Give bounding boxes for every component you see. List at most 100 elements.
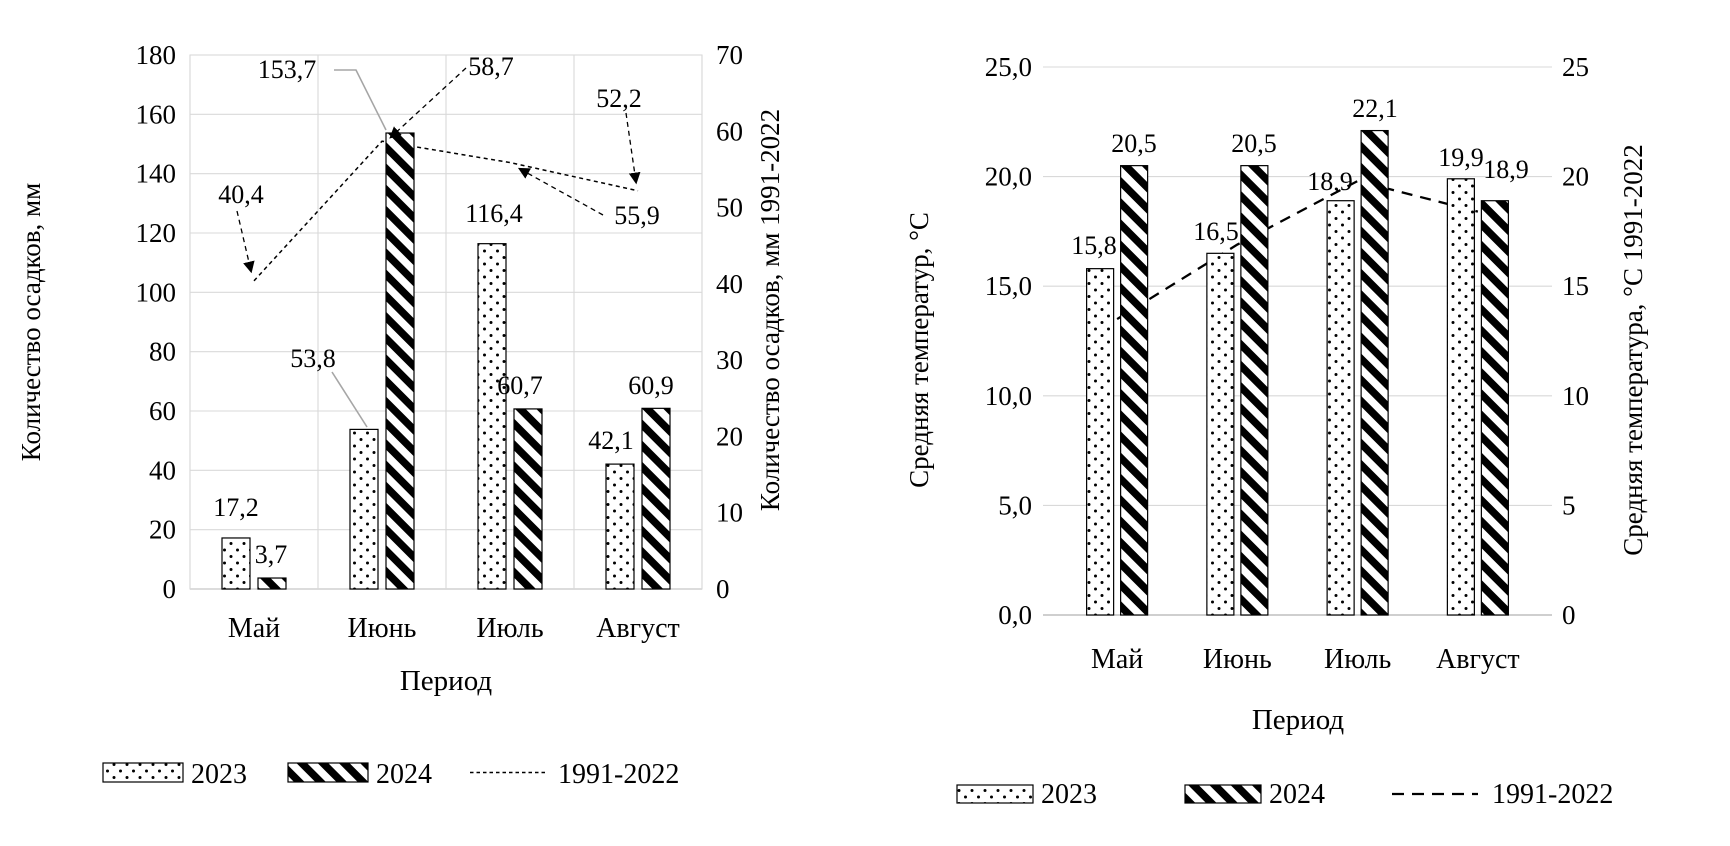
y-tick-right-10: 10	[716, 498, 743, 528]
y-tick-left-20,0: 20,0	[985, 162, 1032, 192]
axis-ticks: 0,0 5,0 10,0 15,0 20,0 25,0 0 5 10 15 20 25 Май Июнь И…	[985, 52, 1589, 675]
data-label-1991-2022-3: 52,2	[596, 84, 642, 113]
bar-series-2023	[1086, 178, 1475, 616]
x-category-0: Май	[228, 613, 280, 644]
label-leader	[625, 112, 641, 185]
y-tick-right-25: 25	[1562, 52, 1589, 82]
y-tick-left-0,0: 0,0	[998, 600, 1032, 630]
bar-series-2024	[1120, 129, 1509, 616]
y-tick-right-0: 0	[716, 574, 730, 604]
y-tick-left-0: 0	[163, 574, 177, 604]
data-label-2024-2: 60,7	[497, 371, 543, 400]
data-label-2023-3: 42,1	[588, 426, 634, 455]
legend-swatch-dots	[956, 784, 1034, 804]
data-label-1991-2022-0: 40,4	[218, 180, 264, 209]
y-tick-left-40: 40	[149, 455, 176, 485]
legend: 2023 2024 1991-2022	[956, 779, 1613, 810]
data-label-2023-0: 17,2	[213, 493, 259, 522]
y-tick-right-20: 20	[1562, 162, 1589, 192]
bar-series-2023	[221, 243, 635, 590]
y-axis-title-right: Количество осадков, мм 1991-2022	[755, 109, 785, 511]
y-tick-left-20: 20	[149, 515, 176, 545]
data-label-2023-2: 116,4	[465, 199, 523, 228]
legend-label-1991-2022: 1991-2022	[1492, 779, 1613, 810]
label-leader	[331, 371, 368, 428]
bar-2023-2	[477, 243, 507, 590]
bar-2024-1	[1240, 165, 1269, 616]
data-label-2024-0: 3,7	[255, 540, 288, 569]
y-axis-title-left: Количество осадков, мм	[16, 183, 46, 461]
x-category-2: Июль	[476, 613, 543, 644]
data-label-1991-2022-1: 58,7	[468, 52, 514, 81]
x-category-3: Август	[1436, 644, 1520, 675]
y-tick-right-50: 50	[716, 193, 743, 223]
y-tick-left-120: 120	[136, 218, 177, 248]
x-category-2: Июль	[1324, 644, 1391, 675]
x-category-1: Июнь	[1203, 644, 1272, 675]
legend-swatch-diagonal	[287, 762, 369, 783]
y-tick-right-60: 60	[716, 116, 743, 146]
legend-label-2024: 2024	[376, 759, 432, 790]
bar-2024-3	[1480, 200, 1509, 616]
y-tick-left-5,0: 5,0	[998, 490, 1032, 520]
data-label-2023-3: 19,9	[1438, 143, 1484, 172]
data-label-2023-2: 18,9	[1307, 167, 1353, 196]
legend: 2023 2024 1991-2022	[102, 759, 679, 790]
data-label-2024-1: 153,7	[258, 55, 317, 84]
y-tick-left-100: 100	[136, 277, 177, 307]
y-axis-title-left: Средняя температур, °С	[904, 212, 934, 488]
x-category-1: Июнь	[348, 613, 417, 644]
y-tick-right-20: 20	[716, 421, 743, 451]
line-series-1991-2022	[253, 140, 639, 282]
bar-2023-1	[1206, 252, 1235, 616]
bar-2024-0	[257, 577, 287, 590]
y-tick-left-160: 160	[136, 99, 177, 129]
y-tick-right-10: 10	[1562, 381, 1589, 411]
bar-series-2024	[257, 132, 671, 590]
legend-label-1991-2022: 1991-2022	[558, 759, 679, 790]
y-tick-right-30: 30	[716, 345, 743, 375]
y-tick-left-80: 80	[149, 337, 176, 367]
data-label-2024-1: 20,5	[1231, 129, 1277, 158]
y-tick-left-15,0: 15,0	[985, 271, 1032, 301]
x-axis-title: Период	[1252, 704, 1344, 736]
y-tick-right-5: 5	[1562, 490, 1576, 520]
label-leader	[389, 67, 467, 139]
legend-label-2023: 2023	[1041, 779, 1097, 810]
bar-2023-0	[1086, 268, 1115, 616]
y-tick-left-180: 180	[136, 40, 177, 70]
data-labels: 17,2 53,8 116,4 42,1 3,7 153,7 60,7 60,9 40,4 58,…	[213, 52, 674, 569]
y-tick-right-0: 0	[1562, 600, 1576, 630]
bar-2024-2	[513, 408, 543, 590]
chart-precipitation: 17,2 53,8 116,4 42,1 3,7 153,7 60,7 60,9 40,4 58,…	[16, 40, 785, 790]
label-leader	[236, 210, 255, 274]
bar-2023-3	[605, 463, 635, 590]
x-category-3: Август	[596, 613, 680, 644]
bar-2023-2	[1326, 200, 1355, 616]
data-label-2023-1: 16,5	[1193, 217, 1239, 246]
legend-label-2024: 2024	[1269, 779, 1325, 810]
bar-2023-0	[221, 537, 251, 590]
y-axis-title-right: Средняя температура, °С 1991-2022	[1618, 144, 1648, 555]
y-tick-left-140: 140	[136, 159, 177, 189]
bar-2024-0	[1120, 165, 1149, 616]
axis-ticks: 0 20 40 60 80 100 120 140 160 180 0 10 20 30 40 50 60 70 М…	[136, 40, 744, 644]
data-label-2023-1: 53,8	[290, 344, 336, 373]
data-label-2024-3: 60,9	[628, 371, 674, 400]
bar-2024-1	[385, 132, 415, 590]
bar-2024-2	[1360, 129, 1389, 616]
data-label-2024-0: 20,5	[1111, 129, 1157, 158]
x-category-0: Май	[1091, 644, 1143, 675]
bar-2024-3	[641, 407, 671, 590]
y-tick-right-15: 15	[1562, 271, 1589, 301]
data-label-2023-0: 15,8	[1071, 231, 1117, 260]
y-tick-left-10,0: 10,0	[985, 381, 1032, 411]
y-tick-right-40: 40	[716, 269, 743, 299]
y-tick-left-25,0: 25,0	[985, 52, 1032, 82]
data-labels: 15,8 16,518,919,920,5 20,522,118,9	[1071, 94, 1529, 260]
legend-swatch-dots	[102, 762, 184, 783]
bar-2023-1	[349, 428, 379, 590]
label-leader	[517, 167, 604, 216]
